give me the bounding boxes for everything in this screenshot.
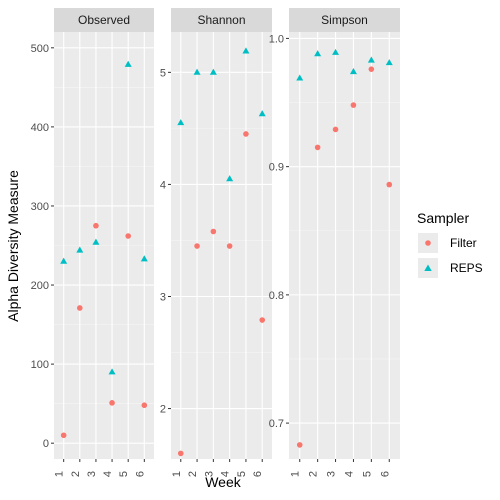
point-filter [177,450,184,457]
point-reps [177,119,185,126]
y-tick-label: 300 [31,201,49,213]
y-tick-label: 3 [160,291,166,303]
point-reps [258,110,266,117]
point-reps [76,246,84,253]
x-tick-label: 4 [343,471,355,477]
point-reps [108,368,116,375]
y-tick-label: 100 [31,359,49,371]
x-tick-label: 5 [236,471,248,477]
point-reps [140,255,148,262]
x-tick-label: 1 [54,471,66,477]
point-filter [77,305,83,311]
legend-label-filter: Filter [450,236,477,250]
legend-key-filter [425,240,431,246]
facet-title: Simpson [321,13,368,27]
y-tick-label: 0.7 [269,418,284,430]
point-filter [125,233,131,239]
x-tick-label: 4 [102,471,114,477]
point-reps [349,68,357,75]
panel-simpson: Simpson 0.7 0.8 0.9 1.0 1 2 3 4 5 6 [269,8,400,477]
point-filter [109,400,115,406]
y-tick-label: 4 [160,179,166,191]
point-reps [242,47,250,54]
facet-title: Observed [78,13,130,27]
legend: Sampler Filter REPS [417,210,483,278]
point-filter [296,442,303,448]
x-tick-label: 2 [70,471,82,477]
facet-strip [289,8,400,32]
point-filter [314,144,321,151]
x-tick-label: 2 [187,471,199,477]
point-filter [350,102,357,108]
facet-strip [171,8,272,32]
x-tick-label: 1 [290,471,302,477]
legend-title: Sampler [417,210,469,226]
facet-strip [54,8,154,32]
facet-title: Shannon [197,13,245,27]
y-tick-label: 1.0 [269,33,284,45]
y-tick-label: 0 [43,438,49,450]
point-reps [296,74,304,81]
point-filter [141,402,148,409]
y-tick-label: 5 [160,67,166,79]
point-reps [60,257,68,264]
y-tick-label: 200 [31,280,49,292]
y-tick-label: 0.9 [269,162,284,174]
point-filter [226,243,233,249]
point-filter [210,228,217,235]
panel-background [171,32,272,459]
y-tick-label: 500 [31,43,49,55]
point-filter [259,317,266,323]
point-reps [209,68,217,75]
x-tick-label: 6 [252,471,264,477]
legend-label-reps: REPS [450,261,483,275]
legend-key-reps [424,264,432,271]
panel-background [289,32,400,459]
x-tick-label: 3 [86,471,98,477]
y-tick-label: 0.8 [269,290,284,302]
panel-observed: Observed 0 100 200 300 400 500 1 2 3 4 5 6 [31,8,154,477]
y-tick-label: 400 [31,122,49,134]
point-reps [332,48,340,55]
x-tick-label: 3 [203,471,215,477]
point-filter [93,222,99,229]
point-reps [92,238,100,245]
x-tick-label: 4 [220,471,232,477]
point-filter [368,66,375,72]
point-filter [332,126,339,133]
x-tick-label: 5 [118,471,130,477]
point-reps [385,59,393,66]
x-tick-label: 6 [134,471,146,477]
point-reps [124,60,132,67]
x-tick-label: 5 [361,471,373,477]
point-reps [226,175,234,182]
x-tick-label: 3 [326,471,338,477]
point-reps [193,68,201,75]
point-filter [243,131,249,137]
point-reps [367,56,375,63]
y-tick-label: 2 [160,404,166,416]
point-filter [60,432,67,439]
point-reps [314,50,322,57]
y-axis-title: Alpha Diversity Measure [5,170,21,322]
x-axis-title: Week [205,474,242,490]
x-tick-label: 1 [171,471,183,477]
x-tick-label: 2 [308,471,320,477]
point-filter [194,243,200,249]
point-filter [386,181,393,188]
x-tick-label: 6 [379,471,391,477]
